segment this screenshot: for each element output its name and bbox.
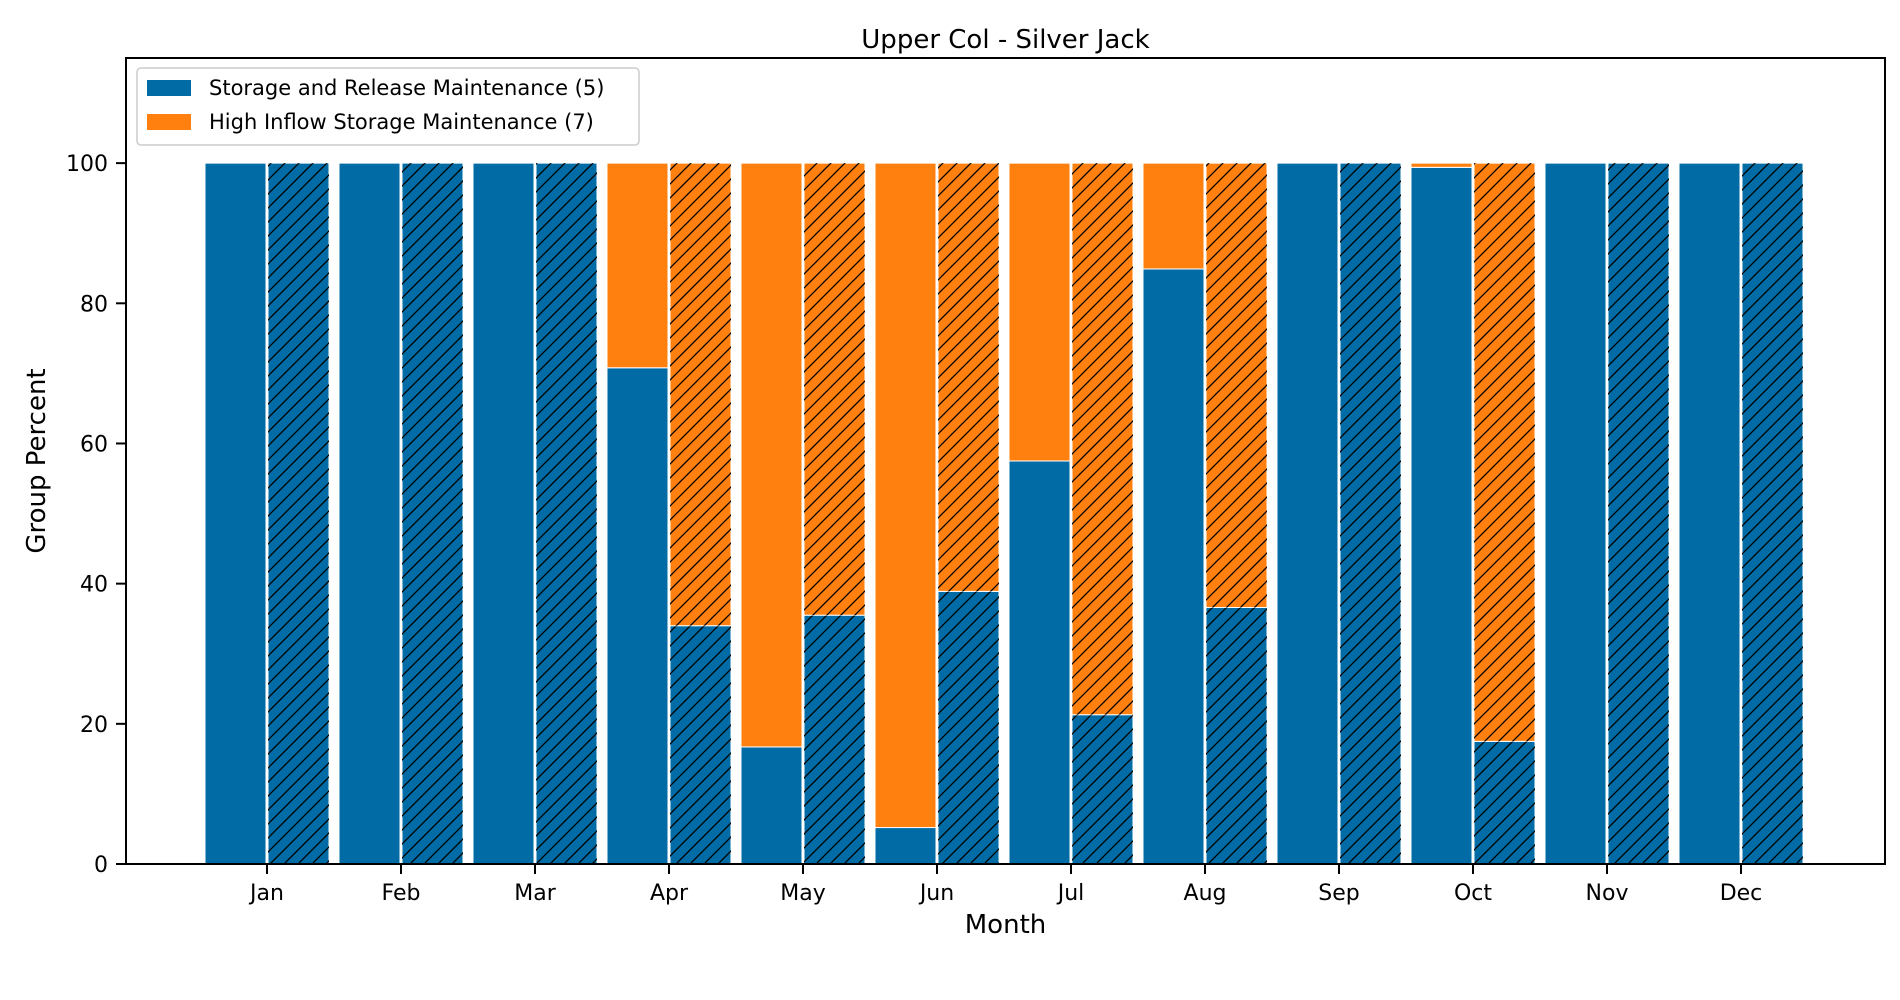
legend-label: Storage and Release Maintenance (5) — [209, 76, 604, 100]
x-tick-label: Jun — [918, 881, 954, 906]
bar-storage-release-solid-oct — [1410, 166, 1473, 865]
chart-title: Upper Col - Silver Jack — [861, 25, 1149, 55]
bar-hatch-overlay-high-inflow-oct — [1474, 163, 1535, 742]
plot-frame — [125, 57, 1886, 865]
y-tick-label: 60 — [80, 432, 108, 457]
x-axis: Jan Feb Mar Apr May Jun Jul Aug Sep Oct Nov Dec — [248, 864, 1762, 906]
x-axis-title: Month — [965, 910, 1047, 940]
x-tick-label: Nov — [1586, 881, 1629, 906]
bar-storage-release-solid-jun — [874, 827, 937, 865]
y-tick-label: 40 — [80, 573, 108, 598]
bar-storage-release-solid-aug — [1142, 268, 1205, 865]
y-axis: 0 20 40 60 80 100 — [66, 152, 126, 878]
y-tick-label: 80 — [80, 292, 108, 317]
bar-high-inflow-solid-apr — [606, 162, 669, 369]
bar-high-inflow-solid-jun — [874, 162, 937, 829]
bar-hatch-overlay-storage-release-jul — [1072, 714, 1133, 864]
y-tick-label: 20 — [80, 713, 108, 738]
bar-hatch-overlay-storage-release-may — [804, 615, 865, 864]
bar-high-inflow-solid-aug — [1142, 162, 1205, 270]
bar-hatch-overlay-storage-release-apr — [670, 625, 731, 864]
bar-storage-release-solid-feb — [338, 162, 401, 865]
bar-hatch-overlay-storage-release-sep — [1340, 163, 1401, 864]
bar-hatch-overlay-storage-release-jun — [938, 591, 999, 864]
x-tick-label: Dec — [1720, 881, 1763, 906]
bar-storage-release-solid-mar — [472, 162, 535, 865]
bar-storage-release-solid-nov — [1544, 162, 1607, 865]
bar-storage-release-solid-apr — [606, 367, 669, 865]
y-axis-title: Group Percent — [22, 368, 52, 553]
legend-swatch-storage-release — [147, 80, 191, 96]
bar-hatch-overlay-storage-release-jan — [268, 163, 329, 864]
bar-hatch-overlay-storage-release-feb — [402, 163, 463, 864]
x-tick-label: Feb — [382, 881, 421, 906]
bar-hatch-overlay-storage-release-mar — [536, 163, 597, 864]
bar-storage-release-solid-jul — [1008, 460, 1071, 865]
bar-storage-release-solid-sep — [1276, 162, 1339, 865]
x-tick-label: Jul — [1056, 881, 1085, 906]
bar-storage-release-solid-dec — [1678, 162, 1741, 865]
x-tick-label: Jan — [248, 881, 284, 906]
x-tick-label: Sep — [1318, 881, 1359, 906]
bars-layer — [204, 162, 1804, 865]
bar-hatch-overlay-storage-release-oct — [1474, 741, 1535, 864]
x-tick-label: Aug — [1184, 881, 1227, 906]
x-tick-label: Apr — [650, 881, 689, 906]
bar-hatch-overlay-high-inflow-jun — [938, 163, 999, 592]
x-tick-label: Oct — [1454, 881, 1492, 906]
bar-hatch-overlay-storage-release-nov — [1608, 163, 1669, 864]
bar-hatch-overlay-storage-release-dec — [1742, 163, 1803, 864]
bar-hatch-overlay-high-inflow-aug — [1206, 163, 1267, 608]
legend-box — [136, 67, 640, 146]
bar-hatch-overlay-high-inflow-jul — [1072, 163, 1133, 715]
y-tick-label: 0 — [94, 853, 108, 878]
bar-storage-release-solid-jan — [204, 162, 267, 865]
bar-hatch-overlay-storage-release-aug — [1206, 607, 1267, 864]
bar-high-inflow-solid-jul — [1008, 162, 1071, 462]
bar-high-inflow-solid-may — [740, 162, 803, 748]
bar-storage-release-solid-may — [740, 746, 803, 865]
bar-hatch-overlay-high-inflow-may — [804, 163, 865, 616]
y-tick-label: 100 — [66, 152, 108, 177]
legend-label: High Inflow Storage Maintenance (7) — [209, 110, 594, 134]
bar-high-inflow-solid-oct — [1410, 162, 1473, 168]
x-tick-label: May — [780, 881, 825, 906]
bar-hatch-overlay-high-inflow-apr — [670, 163, 731, 626]
x-tick-label: Mar — [514, 881, 556, 906]
legend: Storage and Release Maintenance (5) High … — [136, 67, 640, 146]
legend-swatch-high-inflow — [147, 114, 191, 130]
